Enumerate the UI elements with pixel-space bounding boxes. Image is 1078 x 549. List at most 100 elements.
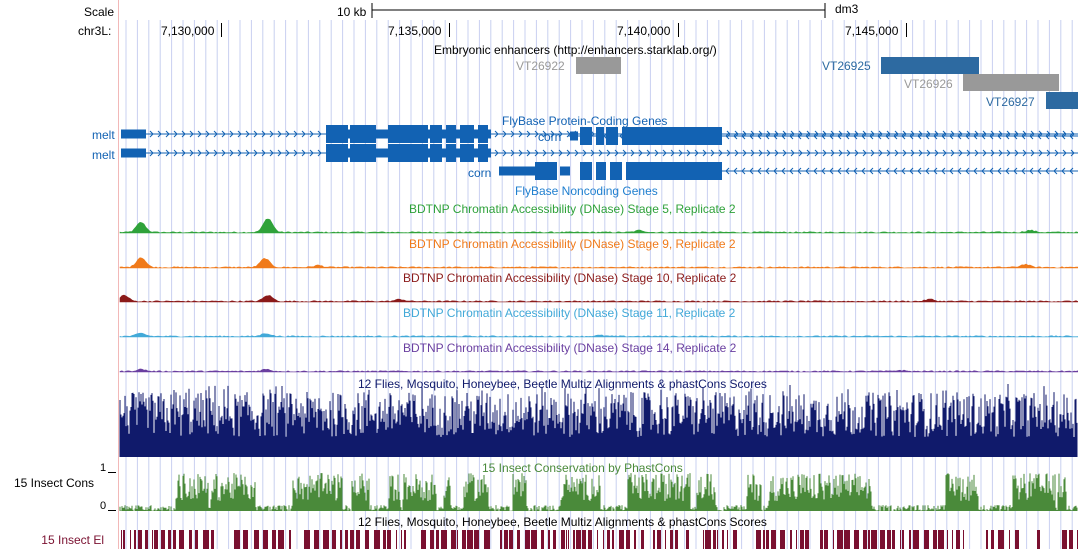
element-block [234,530,240,549]
strand-arrow [1022,149,1027,157]
element-block [553,530,556,549]
strand-arrow [157,130,162,138]
strand-arrow [837,132,842,140]
enhancer-label-vt26926[interactable]: VT26926 [904,77,953,91]
strand-arrow [293,149,298,157]
dnase-signal [119,368,1078,373]
element-block [902,530,904,549]
element-block [566,530,567,549]
strand-arrow [925,132,930,140]
strand-arrow [781,167,786,175]
element-block [607,530,610,549]
gene-models [121,125,1078,180]
strand-arrow [877,167,882,175]
strand-arrow [854,149,859,157]
strand-arrow [957,132,962,140]
gene-label-melt[interactable]: melt [92,128,115,142]
gene-label-corn[interactable]: corn [538,130,562,144]
element-block [626,530,630,549]
position-label: 7,145,000 [845,24,899,38]
element-block [517,530,520,549]
element-block [278,530,284,549]
vertical-grid-lines [125,20,1073,549]
exon-block [478,144,488,162]
strand-arrow [1046,149,1051,157]
strand-arrow [534,130,539,138]
strand-arrow [317,149,322,157]
enhancer-block-vt26927[interactable] [1046,92,1078,109]
element-block [887,530,891,549]
strand-arrow [893,132,898,140]
gene-label-corn-noncoding[interactable]: corn [468,166,492,180]
enhancer-block-vt26926[interactable] [963,74,1059,91]
element-block [401,530,402,549]
strand-arrow [1038,149,1043,157]
element-block [963,530,964,549]
element-block [340,530,342,549]
strand-arrow [870,149,875,157]
strand-arrow [941,167,946,175]
exon-block [580,127,592,145]
strand-arrow [189,130,194,138]
strand-arrow [598,149,603,157]
insect-cons-wiggle [119,473,1078,511]
strand-arrow [678,149,683,157]
assembly-label: dm3 [835,2,859,16]
strand-arrow [646,149,651,157]
dnase-signal [119,218,1078,234]
enhancer-track-title: Embryonic enhancers (http://enhancers.st… [434,43,717,57]
exon-block [350,125,376,143]
insect-el-side-label[interactable]: 15 Insect El [41,533,104,547]
element-block [588,530,592,549]
insect-elements [121,530,1078,549]
element-block [314,530,319,549]
strand-arrow [933,167,938,175]
strand-arrow [845,132,850,140]
element-block [272,530,276,549]
element-block [1069,530,1073,549]
strand-arrow [550,130,555,138]
strand-arrow [838,149,843,157]
element-block [504,530,508,549]
strand-arrow [734,149,739,157]
strand-arrow [846,149,851,157]
strand-arrow [277,149,282,157]
strand-arrow [949,167,954,175]
enhancer-block-vt26922[interactable] [576,57,621,74]
element-block [121,530,122,549]
element-block [509,530,513,549]
strand-arrow [1053,132,1058,140]
element-block [820,530,823,549]
element-block [844,530,850,549]
strand-arrow [981,167,986,175]
strand-arrow [974,149,979,157]
element-block [892,530,895,549]
element-block [717,530,718,549]
exon-block [606,127,618,145]
exon-block [596,127,604,145]
element-block [713,530,716,549]
element-block [289,530,291,549]
position-label: 7,135,000 [388,24,442,38]
enhancer-label-vt26925[interactable]: VT26925 [822,59,871,73]
gene-label-melt[interactable]: melt [92,148,115,162]
insect-cons-axis-max: 1 [100,462,107,474]
enhancer-block-vt26925[interactable] [881,57,979,74]
strand-arrow [757,167,762,175]
insect-cons-side-label[interactable]: 15 Insect Cons [13,476,94,490]
strand-arrow [910,149,915,157]
element-block [705,530,711,549]
strand-arrow [949,132,954,140]
strand-arrow [149,130,154,138]
strand-arrow [582,149,587,157]
strand-arrow [902,149,907,157]
strand-arrow [1029,132,1034,140]
element-block [457,530,458,549]
enhancer-label-vt26922[interactable]: VT26922 [516,59,565,73]
enhancer-label-vt26927[interactable]: VT26927 [986,95,1035,109]
strand-arrow [773,167,778,175]
strand-arrow [797,167,802,175]
element-block [833,530,834,549]
position-label: 7,130,000 [161,24,215,38]
strand-arrow [205,149,210,157]
